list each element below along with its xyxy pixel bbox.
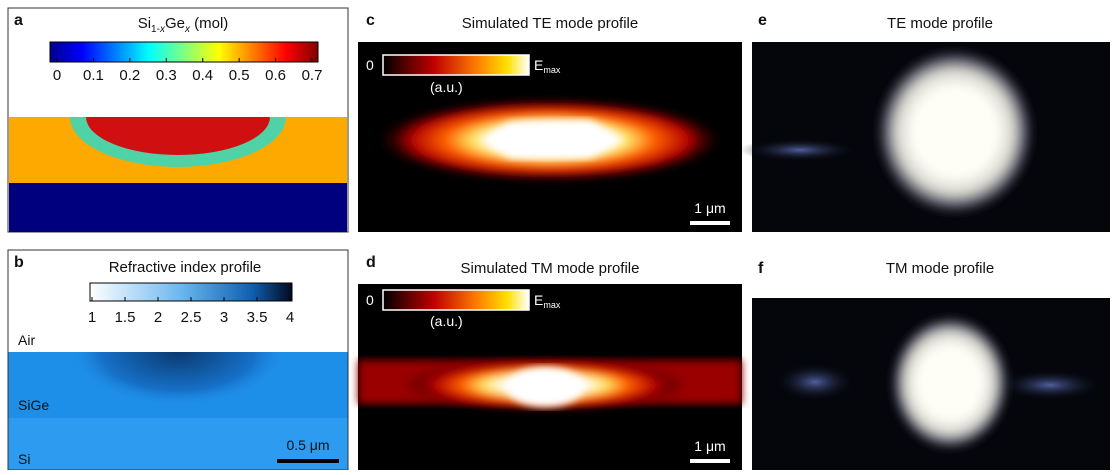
figure: a Si1-xGex (mol) 00.10.20.30.40.50.60.7 …: [0, 0, 1118, 470]
scale-bar: [277, 459, 339, 463]
panel-c: c Simulated TE mode profile 0 Emax (a.u.…: [358, 12, 742, 232]
colorbar: [383, 55, 529, 75]
panel-label: a: [14, 12, 23, 29]
scale-bar-label: 1 μm: [694, 438, 725, 454]
side-light: [773, 362, 857, 402]
si-layer: [9, 183, 347, 232]
colorbar-tick-label: 0.1: [83, 67, 104, 84]
panel-title: Simulated TE mode profile: [462, 15, 638, 32]
region-label: Air: [18, 332, 35, 348]
region-label: SiGe: [18, 397, 49, 413]
colorbar-tick-label: 3: [220, 309, 228, 326]
colorbar-tick-label: 4: [286, 309, 294, 326]
colorbar-tick-label: 2: [154, 309, 162, 326]
panel-title: TM mode profile: [886, 260, 994, 277]
mode-spot: [873, 46, 1037, 218]
air-layer: [8, 300, 348, 352]
colorbar: [383, 290, 529, 310]
scale-bar: [690, 459, 730, 463]
colorbar: [50, 42, 318, 62]
colorbar-tick-label: 0.2: [119, 67, 140, 84]
colorbar-tick-label: 2.5: [181, 309, 202, 326]
side-light: [740, 138, 860, 162]
colorbar-tick-label: 0: [53, 67, 61, 84]
colorbar-tick-label: 3.5: [247, 309, 268, 326]
colorbar-tick-label: 0.4: [192, 67, 213, 84]
colorbar-tick-label: 1: [88, 309, 96, 326]
panel-label: f: [758, 260, 764, 277]
panel-d: d Simulated TM mode profile 0 Emax (a.u.…: [358, 254, 742, 470]
colorbar-unit: (a.u.): [430, 313, 463, 329]
scale-bar-label: 1 μm: [694, 200, 725, 216]
colorbar-tick-label: 1.5: [115, 309, 136, 326]
panel-title: TE mode profile: [887, 15, 993, 32]
colorbar-tick-label: 0.3: [156, 67, 177, 84]
colorbar-min: 0: [366, 57, 374, 73]
scale-bar: [690, 221, 730, 225]
colorbar-tick-label: 0.5: [229, 67, 250, 84]
panel-label: b: [14, 254, 24, 271]
panel-e: e TE mode profile: [740, 12, 1110, 232]
colorbar-tick-label: 0.7: [302, 67, 323, 84]
colorbar-unit: (a.u.): [430, 79, 463, 95]
panel-label: d: [366, 254, 376, 271]
panel-f: f TM mode profile: [752, 260, 1110, 470]
panel-title: Refractive index profile: [109, 259, 262, 276]
mode-core: [507, 367, 583, 407]
colorbar-tick-label: 0.6: [265, 67, 286, 84]
region-label: Si: [18, 451, 30, 467]
scale-bar-label: 0.5 μm: [286, 437, 329, 453]
colorbar-min: 0: [366, 292, 374, 308]
panel-label: e: [758, 12, 767, 29]
panel-title: Simulated TM mode profile: [461, 260, 640, 277]
mode-spot: [888, 313, 1012, 453]
panel-label: c: [366, 12, 375, 29]
panel-b: b Refractive index profile Air SiGe Si 0…: [8, 250, 348, 470]
